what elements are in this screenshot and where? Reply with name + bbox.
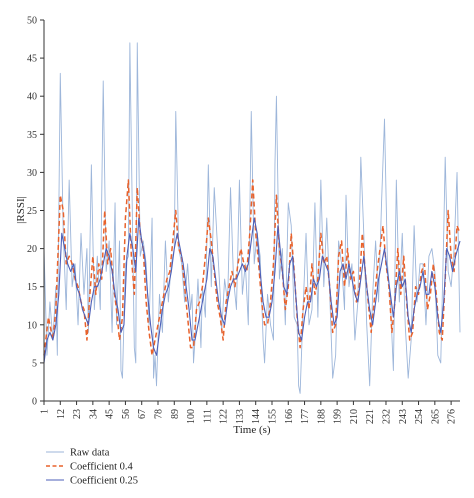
y-tick-label: 5 [32, 358, 37, 369]
series-line-3 [43, 217, 461, 363]
x-tick-label: 133 [235, 409, 246, 424]
legend-label-1: Raw data [70, 448, 110, 459]
x-tick-label: 210 [349, 409, 360, 424]
x-tick-label: 265 [430, 409, 441, 424]
chart-legend: Raw data Coefficient 0.4 Coefficient 0.25 [46, 448, 138, 487]
x-tick-label: 78 [153, 409, 164, 419]
x-tick-label: 221 [365, 409, 376, 424]
y-tick-label: 30 [27, 168, 37, 179]
x-tick-label: 1 [40, 409, 51, 414]
y-tick-label: 40 [27, 92, 37, 103]
series-line-2 [43, 179, 461, 357]
legend-label-2: Coefficient 0.4 [70, 462, 134, 473]
series-line-1 [43, 42, 461, 394]
x-tick-label: 243 [398, 409, 409, 424]
series-layer [43, 42, 461, 394]
y-tick-label: 20 [27, 244, 37, 255]
y-tick-label: 50 [27, 16, 37, 27]
x-tick-label: 199 [333, 409, 344, 424]
x-tick-label: 155 [267, 409, 278, 424]
x-tick-label: 254 [414, 409, 425, 424]
y-tick-label: 10 [27, 320, 37, 331]
x-tick-label: 144 [251, 409, 262, 424]
x-tick-label: 89 [170, 409, 181, 419]
y-tick-label: 15 [27, 282, 37, 293]
x-tick-label: 100 [186, 409, 197, 424]
x-tick-label: 177 [300, 409, 311, 424]
x-tick-label: 23 [72, 409, 83, 419]
x-tick-label: 232 [381, 409, 392, 424]
x-tick-label: 12 [56, 409, 67, 419]
y-ticks: 0 5 10 15 20 25 30 35 40 45 50 [27, 16, 44, 408]
legend-label-3: Coefficient 0.25 [70, 476, 138, 487]
x-axis-title: Time (s) [233, 424, 271, 436]
x-tick-label: 188 [316, 409, 327, 424]
x-tick-label: 111 [202, 409, 213, 423]
x-tick-label: 122 [219, 409, 230, 424]
y-tick-label: 45 [27, 54, 37, 65]
x-tick-label: 45 [105, 409, 116, 419]
x-tick-label: 67 [137, 409, 148, 419]
x-tick-label: 276 [447, 409, 458, 424]
y-tick-label: 0 [32, 397, 37, 408]
y-tick-label: 25 [27, 206, 37, 217]
x-tick-label: 56 [121, 409, 132, 419]
x-tick-label: 166 [284, 409, 295, 424]
x-ticks: 1 12 23 34 45 56 67 78 89 100 111 122 133 144 155 166 17… [40, 401, 458, 424]
y-tick-label: 35 [27, 130, 37, 141]
plot-area: 0 5 10 15 20 25 30 35 40 45 50 1 12 23 34 45 56 67 78 89 10… [27, 16, 461, 424]
y-axis-title: |RSSI| [15, 196, 27, 224]
x-tick-label: 34 [88, 409, 99, 419]
